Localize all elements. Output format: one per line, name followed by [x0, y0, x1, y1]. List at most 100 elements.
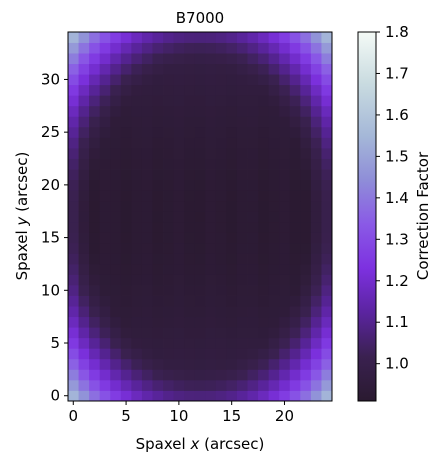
heatmap-cell [120, 358, 132, 370]
heatmap-cell [205, 63, 217, 75]
heatmap-cell [310, 274, 322, 286]
heatmap-cell [258, 32, 270, 43]
heatmap-cell [215, 63, 227, 75]
heatmap-cell [110, 84, 122, 96]
heatmap-cell [78, 147, 90, 159]
heatmap-cell [279, 158, 291, 170]
heatmap-cell [321, 158, 333, 170]
heatmap-cell [173, 200, 185, 212]
heatmap-cell [205, 84, 217, 96]
heatmap-cell [194, 348, 206, 360]
heatmap-cell [258, 274, 270, 286]
heatmap-cell [173, 337, 185, 349]
heatmap-cell [184, 116, 196, 128]
heatmap-cell [194, 137, 206, 149]
heatmap-cell [215, 169, 227, 180]
heatmap-cell [184, 32, 196, 43]
heatmap-cell [152, 126, 164, 138]
heatmap-cell [68, 32, 79, 43]
heatmap-cell [268, 253, 280, 265]
heatmap-cell [258, 337, 270, 349]
y-axis-tick-label: 20 [41, 176, 60, 194]
heatmap-cell [89, 105, 101, 117]
heatmap-cell [236, 263, 248, 275]
heatmap-cell [321, 116, 333, 128]
heatmap-cell [99, 369, 111, 381]
heatmap-cell [78, 169, 90, 180]
heatmap-cell [78, 137, 90, 149]
heatmap-cell [205, 358, 217, 370]
heatmap-cell [141, 379, 153, 391]
heatmap-cell [321, 316, 333, 328]
heatmap-cell [310, 169, 322, 180]
heatmap-cell [247, 137, 259, 149]
heatmap-cell [194, 95, 206, 107]
heatmap-cell [310, 232, 322, 244]
heatmap-cell [184, 379, 196, 391]
heatmap-cell [184, 253, 196, 265]
heatmap-cell [321, 379, 333, 391]
heatmap-cell [131, 32, 143, 43]
heatmap-cell [268, 358, 280, 370]
heatmap-cell [194, 169, 206, 180]
heatmap-cell [215, 53, 227, 65]
heatmap-cell [289, 190, 301, 202]
heatmap-cell [279, 32, 291, 43]
heatmap-cell [184, 348, 196, 360]
heatmap-cell [194, 105, 206, 117]
heatmap-cell [163, 190, 174, 202]
heatmap-cell [141, 169, 153, 180]
heatmap-cell [321, 169, 333, 180]
x-axis-tick-label: 10 [169, 407, 188, 425]
heatmap-cell [205, 32, 217, 43]
heatmap-cell [184, 274, 196, 286]
heatmap-cell [68, 358, 79, 370]
heatmap-cell [99, 105, 111, 117]
heatmap-cell [184, 316, 196, 328]
heatmap-cell [131, 232, 143, 244]
heatmap-cell [236, 84, 248, 96]
heatmap-cell [194, 274, 206, 286]
heatmap-cell [289, 348, 301, 360]
heatmap-cell [78, 105, 90, 117]
heatmap-cell [120, 42, 132, 54]
heatmap-cell [131, 190, 143, 202]
heatmap-cell [68, 53, 79, 65]
heatmap-cell [110, 337, 122, 349]
heatmap-cell [215, 242, 227, 254]
heatmap-cell [163, 105, 174, 117]
heatmap-cell [205, 379, 217, 391]
y-axis-tick-label: 30 [41, 70, 60, 88]
heatmap-cell [68, 390, 79, 402]
heatmap-cell [131, 137, 143, 149]
heatmap-cell [173, 179, 185, 191]
heatmap-cell [258, 147, 270, 159]
heatmap-cell [321, 53, 333, 65]
heatmap-cell [279, 316, 291, 328]
heatmap-cell [215, 263, 227, 275]
colorbar-tick-label: 1.7 [385, 64, 409, 82]
heatmap-cell [279, 211, 291, 223]
heatmap-cell [268, 126, 280, 138]
heatmap-cell [300, 137, 312, 149]
heatmap-cell [279, 105, 291, 117]
heatmap-cell [89, 221, 101, 233]
heatmap-cell [289, 369, 301, 381]
heatmap-cell [163, 147, 174, 159]
heatmap-cell [321, 179, 333, 191]
heatmap-cell [268, 263, 280, 275]
heatmap-cell [120, 116, 132, 128]
heatmap-cell [289, 295, 301, 307]
heatmap-cell [99, 327, 111, 339]
heatmap-cell [205, 390, 217, 402]
heatmap-cell [78, 263, 90, 275]
heatmap-cell [110, 285, 122, 296]
heatmap-cell [68, 190, 79, 202]
heatmap-cell [236, 42, 248, 54]
heatmap-cell [99, 126, 111, 138]
heatmap-cell [300, 242, 312, 254]
heatmap-cell [184, 179, 196, 191]
heatmap-cell [141, 179, 153, 191]
heatmap-cell [99, 306, 111, 318]
heatmap-cell [152, 190, 164, 202]
